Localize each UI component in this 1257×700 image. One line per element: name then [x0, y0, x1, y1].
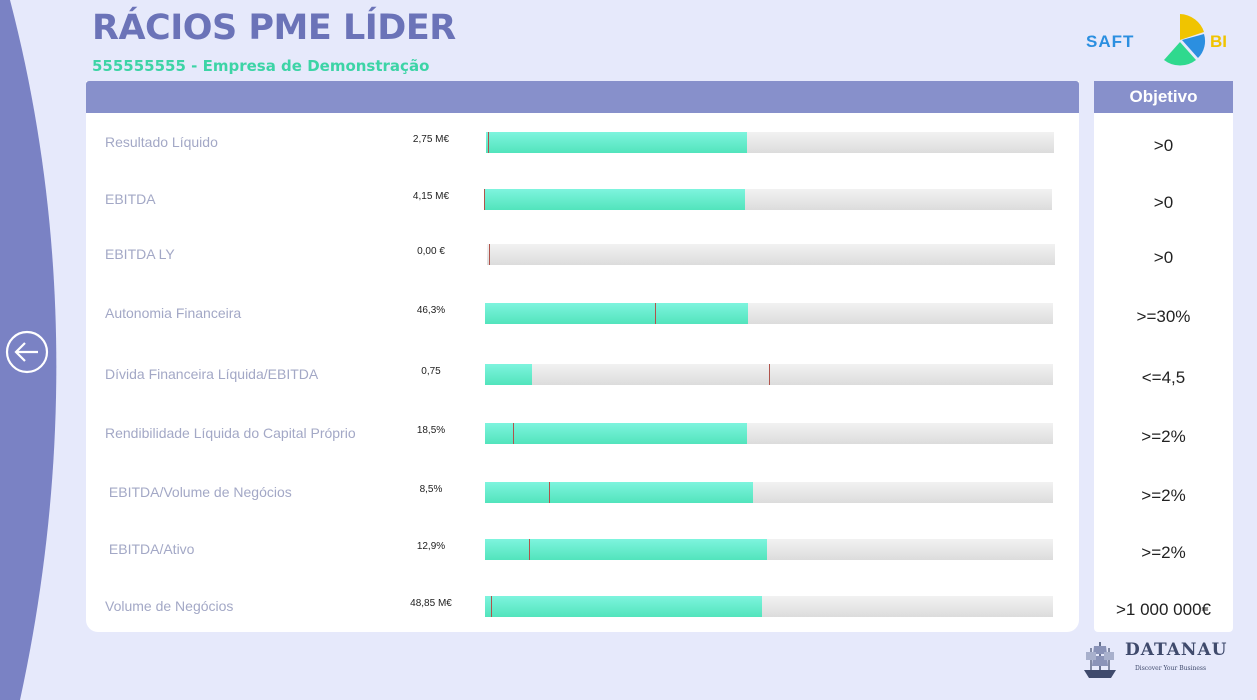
ratio-target-marker: [769, 364, 770, 385]
logo-text-saft: SAFT: [1086, 32, 1135, 51]
ratio-bar-fill: [485, 539, 767, 560]
ratio-bar-fill: [485, 596, 763, 617]
ratio-value: 0,75: [421, 366, 441, 377]
ratio-label: Volume de Negócios: [105, 598, 234, 614]
ratio-label: EBITDA/Volume de Negócios: [105, 484, 292, 500]
arrow-left-circle-icon: [5, 330, 49, 374]
objective-value: >0: [1153, 193, 1174, 212]
ratio-bar-track: [485, 482, 1053, 503]
ratio-label: Resultado Líquido: [105, 134, 218, 150]
side-curve-decoration: [0, 0, 57, 700]
ratio-target-marker: [488, 132, 490, 153]
ratio-value: 0,00 €: [417, 246, 445, 257]
datanau-logo: DATANAU Discover Your Business: [1080, 636, 1250, 684]
ratio-label: Autonomia Financeira: [105, 305, 242, 321]
datanau-name: DATANAU: [1125, 640, 1228, 660]
ratio-value: 12,9%: [416, 541, 446, 552]
ratio-target-marker: [489, 244, 491, 265]
objective-value: <=4,5: [1141, 368, 1186, 387]
ratio-target-marker: [484, 189, 485, 210]
objective-value: >=2%: [1141, 427, 1186, 446]
ratios-panel-header: [86, 81, 1079, 113]
ratio-label: EBITDA: [105, 191, 156, 207]
ratio-value: 4,15 M€: [412, 191, 450, 202]
ship-icon: [1084, 642, 1116, 678]
objective-panel: [1094, 81, 1233, 632]
ratio-value: 8,5%: [419, 484, 443, 495]
pie-logo-icon: [1164, 14, 1206, 66]
ratio-target-marker: [655, 303, 657, 324]
page-title: RÁCIOS PME LÍDER: [92, 8, 456, 48]
company-subtitle: 555555555 - Empresa de Demonstração: [92, 57, 430, 75]
datanau-tagline: Discover Your Business: [1135, 665, 1207, 672]
objective-header: Objetivo: [1094, 81, 1233, 113]
ratio-label: Rendibilidade Líquida do Capital Próprio: [105, 425, 356, 441]
ratio-value: 46,3%: [416, 305, 446, 316]
objective-value: >0: [1153, 136, 1174, 155]
logo-text-bi: BI: [1210, 32, 1227, 51]
ratio-value: 2,75 M€: [412, 134, 450, 145]
ratio-label: Dívida Financeira Líquida/EBITDA: [105, 366, 319, 382]
ratio-bar-track: [485, 423, 1053, 444]
ratio-label: EBITDA/Ativo: [105, 541, 195, 557]
ratio-bar-track: [485, 303, 1053, 324]
ratio-bar-fill: [485, 364, 533, 385]
objective-value: >0: [1153, 248, 1174, 267]
ratio-bar-fill: [484, 189, 746, 210]
ratio-bar-fill: [485, 482, 754, 503]
objective-value: >=30%: [1136, 307, 1191, 326]
objective-value: >=2%: [1141, 486, 1186, 505]
ratio-bar-track: [486, 132, 1054, 153]
ratio-label: EBITDA LY: [105, 246, 175, 262]
ratio-bar-fill: [486, 132, 748, 153]
ratio-bar-fill: [485, 303, 748, 324]
ratio-bar-track: [485, 364, 1053, 385]
objective-value: >1 000 000€: [1115, 600, 1211, 619]
saft-bi-logo: SAFT BI: [1084, 8, 1244, 74]
back-button[interactable]: [4, 329, 50, 375]
ratio-bar-track: [485, 539, 1053, 560]
ratio-target-marker: [528, 539, 530, 560]
ratio-bar-track: [485, 596, 1053, 617]
ratio-target-marker: [548, 482, 550, 503]
ratio-bar-track: [484, 189, 1052, 210]
ratio-value: 18,5%: [416, 425, 446, 436]
ratio-target-marker: [513, 423, 515, 444]
ratio-target-marker: [490, 596, 492, 617]
objective-value: >=2%: [1141, 543, 1186, 562]
ratio-value: 48,85 M€: [410, 598, 452, 609]
ratio-bar-track: [487, 244, 1055, 265]
ratio-bar-fill: [485, 423, 748, 444]
